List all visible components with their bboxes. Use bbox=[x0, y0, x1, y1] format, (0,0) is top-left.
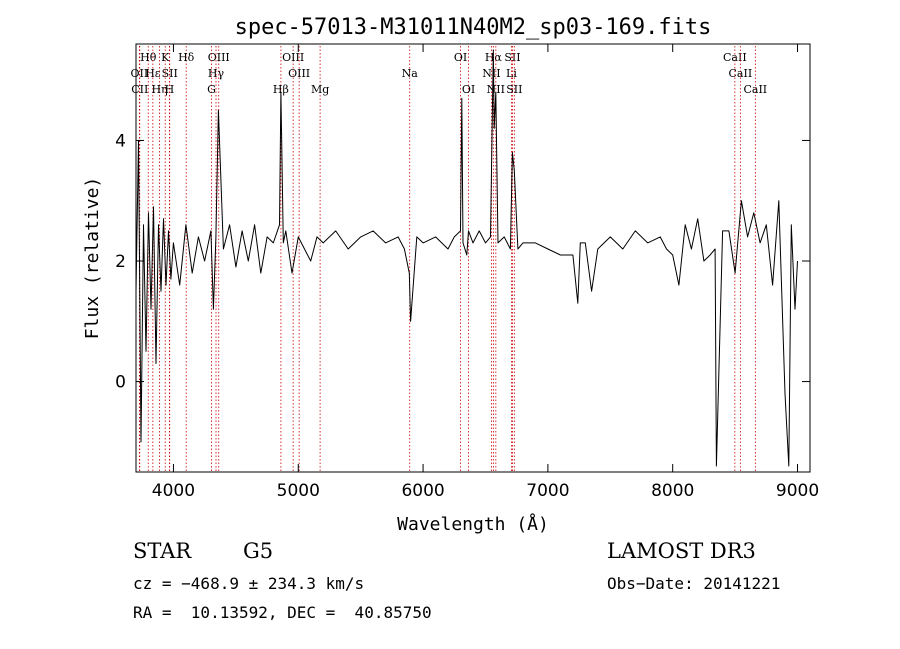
x-axis-label: Wavelength (Å) bbox=[397, 513, 549, 535]
line-label-20: NII bbox=[482, 67, 500, 80]
y-tick-label-2: 4 bbox=[115, 131, 126, 151]
survey-name: LAMOST DR3 bbox=[607, 539, 756, 563]
line-label-5: K bbox=[161, 51, 170, 64]
y-tick-label-0: 0 bbox=[115, 373, 126, 393]
line-label-27: CaII bbox=[743, 83, 767, 96]
line-label-22: SII bbox=[504, 51, 520, 64]
line-label-26: CaII bbox=[729, 67, 753, 80]
y-tick-label-1: 2 bbox=[115, 252, 126, 272]
spectrum-line bbox=[135, 49, 798, 467]
obs-date: Obs−Date: 20141221 bbox=[607, 574, 781, 593]
line-label-0: Hθ bbox=[140, 51, 157, 64]
line-label-4: Hη bbox=[151, 83, 167, 96]
line-label-10: Hγ bbox=[208, 67, 225, 80]
line-label-12: Hβ bbox=[273, 83, 289, 96]
object-subclass: G5 bbox=[243, 539, 274, 563]
line-label-18: OI bbox=[462, 83, 475, 96]
line-label-8: Hδ bbox=[178, 51, 195, 64]
x-tick-label-0: 4000 bbox=[152, 481, 195, 501]
plot-frame bbox=[135, 43, 811, 473]
line-label-6: SII bbox=[162, 67, 178, 80]
line-label-16: Na bbox=[402, 67, 419, 80]
x-tick-label-2: 6000 bbox=[401, 481, 444, 501]
line-label-1: OII bbox=[131, 67, 149, 80]
line-label-11: G bbox=[207, 83, 216, 96]
line-label-23: Li bbox=[506, 67, 517, 80]
line-label-7: H bbox=[165, 83, 175, 96]
line-label-24: SII bbox=[506, 83, 522, 96]
line-label-2: CII bbox=[131, 83, 148, 96]
line-label-9: OIII bbox=[208, 51, 230, 64]
object-class: STAR bbox=[133, 539, 192, 563]
line-label-3: Hε bbox=[145, 67, 161, 80]
line-label-17: OI bbox=[454, 51, 467, 64]
y-axis-label: Flux (relative) bbox=[82, 177, 103, 340]
x-tick-label-5: 9000 bbox=[776, 481, 819, 501]
line-label-15: Mg bbox=[311, 83, 329, 96]
ra-dec: RA = 10.13592, DEC = 40.85750 bbox=[133, 603, 432, 622]
line-label-13: OIII bbox=[282, 51, 304, 64]
x-tick-label-4: 8000 bbox=[651, 481, 694, 501]
x-tick-label-1: 5000 bbox=[277, 481, 320, 501]
chart-title: spec-57013-M31011N40M2_sp03-169.fits bbox=[235, 15, 712, 40]
line-label-21: NII bbox=[487, 83, 505, 96]
line-label-25: CaII bbox=[723, 51, 747, 64]
x-tick-label-3: 7000 bbox=[526, 481, 569, 501]
line-label-14: OIII bbox=[288, 67, 310, 80]
redshift-cz: cz = −468.9 ± 234.3 km/s bbox=[133, 574, 365, 593]
